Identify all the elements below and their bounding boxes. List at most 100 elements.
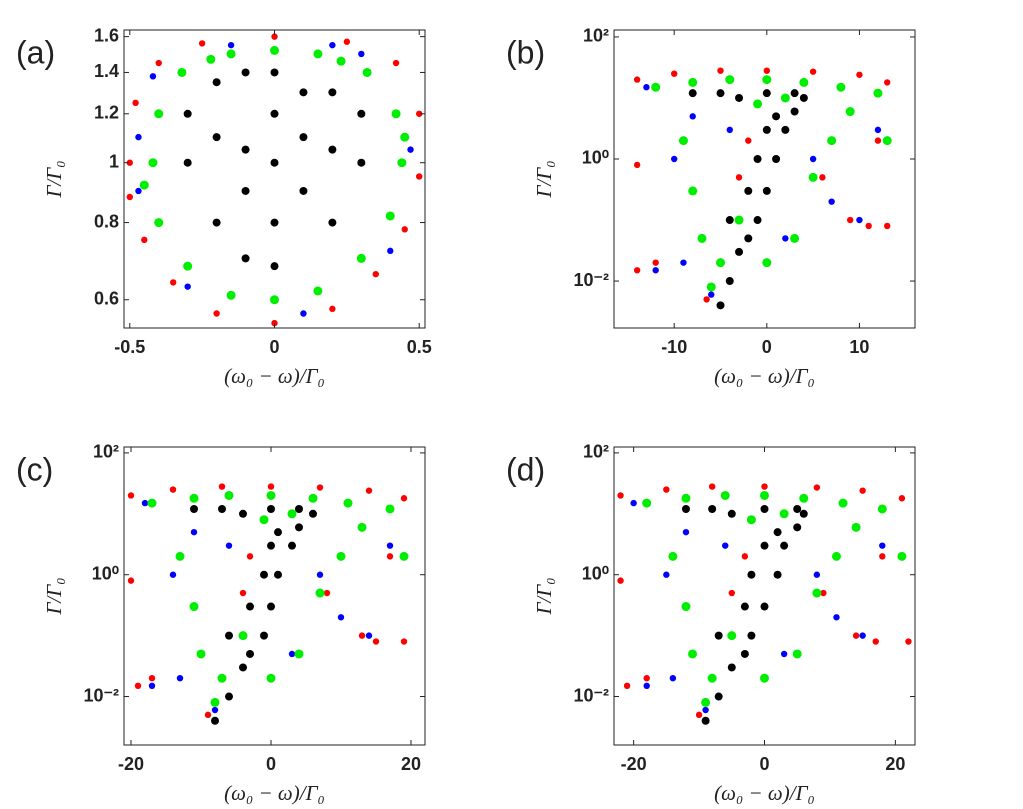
x-tick-label: 0 xyxy=(759,754,769,774)
point xyxy=(126,159,133,166)
point xyxy=(260,631,268,640)
point xyxy=(680,259,687,266)
point xyxy=(760,541,769,550)
point xyxy=(838,498,848,508)
point xyxy=(828,198,835,205)
point xyxy=(744,186,753,195)
point xyxy=(898,495,906,502)
point xyxy=(663,571,670,578)
point xyxy=(790,107,799,116)
point xyxy=(416,110,423,117)
point xyxy=(357,522,367,532)
point xyxy=(211,716,219,725)
point xyxy=(358,50,365,58)
point xyxy=(190,504,198,513)
point xyxy=(386,542,394,549)
point xyxy=(708,504,717,513)
point xyxy=(799,77,809,87)
point xyxy=(169,571,177,578)
point xyxy=(688,77,698,87)
point xyxy=(799,509,808,518)
point xyxy=(872,638,879,645)
point xyxy=(799,493,809,503)
point xyxy=(851,522,861,532)
point xyxy=(642,498,652,508)
point xyxy=(633,161,641,169)
point xyxy=(241,186,250,195)
point xyxy=(267,602,275,611)
point xyxy=(213,310,220,317)
point xyxy=(267,541,275,550)
point xyxy=(747,570,756,579)
point xyxy=(365,487,373,494)
point xyxy=(905,638,912,645)
point xyxy=(155,59,162,67)
point xyxy=(845,107,855,117)
point xyxy=(688,89,697,98)
point xyxy=(177,67,187,77)
point xyxy=(859,632,866,639)
point xyxy=(391,109,401,119)
point xyxy=(652,259,659,266)
point xyxy=(217,673,227,683)
point xyxy=(819,174,826,181)
point xyxy=(274,528,282,537)
point xyxy=(270,45,279,55)
points xyxy=(633,67,892,310)
x-tick-label: -10 xyxy=(661,337,687,357)
point xyxy=(148,682,156,690)
point xyxy=(763,67,771,74)
x-tick-label: 20 xyxy=(885,754,905,774)
point xyxy=(154,218,164,228)
point xyxy=(735,174,743,181)
point xyxy=(224,490,234,500)
point xyxy=(357,158,366,167)
point xyxy=(809,68,817,75)
point xyxy=(385,504,395,514)
y-axis-label: Γ/Γ₀ xyxy=(42,160,66,198)
point xyxy=(189,493,199,503)
point xyxy=(274,570,282,579)
point xyxy=(714,692,723,701)
point xyxy=(313,286,323,296)
point xyxy=(225,542,233,549)
point xyxy=(753,99,763,109)
point xyxy=(716,89,725,98)
point xyxy=(725,216,734,225)
point xyxy=(246,602,254,611)
point xyxy=(781,125,790,134)
point xyxy=(328,145,337,154)
point xyxy=(753,154,762,163)
x-axis-label: (ω₀ − ω)/Γ₀ xyxy=(714,364,815,388)
point xyxy=(239,663,247,672)
point xyxy=(633,76,641,83)
point xyxy=(753,216,762,225)
point xyxy=(259,515,269,525)
point xyxy=(874,126,882,134)
point xyxy=(407,146,414,153)
point xyxy=(741,553,749,560)
y-tick-label: 10⁻² xyxy=(573,685,609,705)
point xyxy=(270,295,279,305)
point xyxy=(760,602,769,611)
point xyxy=(397,158,407,168)
point xyxy=(874,137,882,144)
point xyxy=(147,498,157,508)
point xyxy=(212,218,221,227)
point xyxy=(127,577,135,584)
point xyxy=(241,254,250,263)
x-tick-label: 0 xyxy=(266,754,276,774)
point xyxy=(873,88,883,98)
point xyxy=(809,155,817,163)
point xyxy=(211,706,219,714)
point xyxy=(780,650,788,658)
point xyxy=(836,82,846,92)
point xyxy=(226,290,236,300)
point xyxy=(703,296,710,303)
point xyxy=(772,154,781,163)
point xyxy=(681,504,690,513)
point xyxy=(227,41,235,49)
y-tick-label: 10² xyxy=(93,442,119,462)
point xyxy=(735,93,744,102)
panel: -10 0 10 10⁻² 10⁰ 10² (ω₀ − ω)/Γ₀ Γ/Γ₀ (b) xyxy=(506,26,916,388)
